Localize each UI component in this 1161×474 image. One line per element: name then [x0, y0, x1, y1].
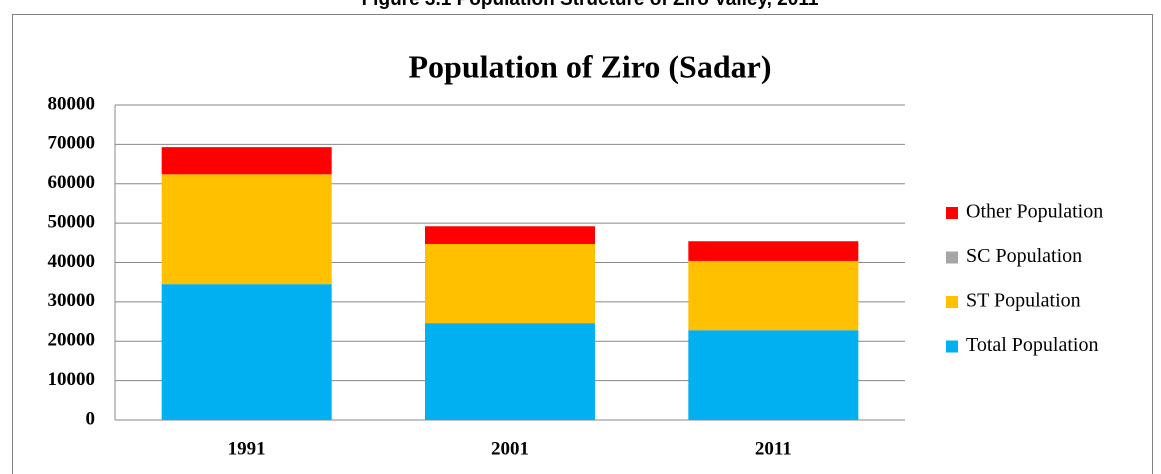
- bar-segment: [161, 174, 332, 285]
- legend-swatch: [946, 340, 958, 353]
- legend-label: ST Population: [966, 290, 1081, 312]
- y-tick-label: 70000: [48, 133, 96, 154]
- y-tick-label: 80000: [48, 93, 96, 114]
- legend-label: SC Population: [966, 245, 1082, 267]
- bar-segment: [688, 260, 859, 331]
- legend-label: Total Population: [966, 334, 1098, 356]
- y-tick-label: 40000: [48, 251, 96, 272]
- legend-swatch: [946, 251, 958, 264]
- legend-swatch: [946, 207, 958, 219]
- legend-swatch: [946, 296, 958, 308]
- bar-segment: [425, 243, 595, 324]
- y-tick-label: 10000: [48, 369, 96, 390]
- y-tick-label: 60000: [48, 172, 96, 193]
- x-tick-label: 2011: [755, 438, 792, 459]
- y-tick-label: 30000: [48, 290, 96, 311]
- bar-segment: [688, 330, 859, 420]
- y-tick-label: 50000: [48, 211, 96, 232]
- figure-caption: Figure 3.1 Population Structure of Ziro …: [362, 0, 819, 10]
- chart-title: Population of Ziro (Sadar): [409, 48, 772, 84]
- bar-segment: [161, 284, 332, 420]
- y-tick-label: 20000: [48, 330, 96, 351]
- x-tick-label: 2001: [491, 438, 529, 459]
- bar-segment: [425, 323, 595, 420]
- legend-label: Other Population: [966, 201, 1103, 223]
- bar-segment: [425, 226, 595, 244]
- x-tick-label: 1991: [228, 438, 266, 459]
- bar-segment: [161, 147, 332, 175]
- bar-segment: [688, 241, 859, 261]
- y-tick-label: 0: [86, 408, 96, 429]
